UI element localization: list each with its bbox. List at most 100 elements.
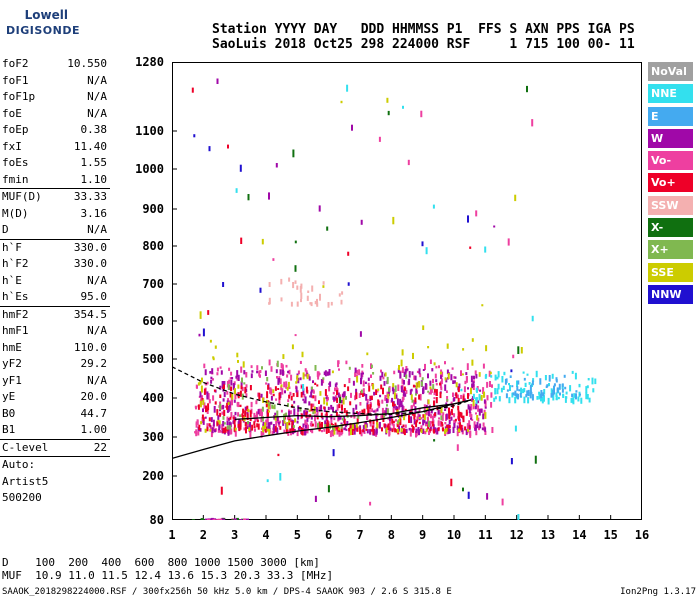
echo-point [342, 398, 345, 405]
echo-point [275, 420, 278, 426]
echo-point [236, 352, 239, 358]
echo-point [422, 428, 424, 434]
echo-point [431, 368, 434, 372]
echo-point [465, 372, 468, 376]
echo-point [477, 400, 480, 404]
legend-item-nnw: NNW [648, 284, 693, 304]
echo-point [209, 425, 212, 430]
echo-point [457, 422, 460, 425]
echo-point [312, 408, 315, 414]
echo-point [276, 410, 279, 417]
echo-point [454, 376, 457, 379]
echo-point [553, 385, 555, 393]
echo-point [330, 430, 333, 436]
echo-point [450, 409, 453, 414]
echo-point [216, 367, 219, 372]
echo-point [291, 426, 294, 430]
echo-point [447, 428, 450, 434]
echo-point [278, 394, 281, 400]
echo-point [244, 406, 247, 411]
echo-point [304, 419, 307, 426]
echo-point [493, 225, 496, 228]
echo-point [447, 373, 450, 379]
echo-point [314, 421, 317, 428]
echo-point [415, 428, 418, 434]
echo-point [362, 429, 365, 433]
echo-point [432, 423, 434, 427]
echo-point [354, 367, 357, 373]
echo-point [501, 376, 504, 383]
echo-point [420, 429, 423, 434]
echo-point [268, 428, 271, 436]
echo-point [305, 412, 308, 418]
echo-point [412, 384, 415, 388]
echo-point [453, 413, 456, 418]
echo-point [256, 370, 259, 374]
echo-point [304, 368, 307, 372]
echo-point [324, 389, 327, 396]
echo-point [245, 426, 247, 434]
echo-point [448, 407, 450, 413]
param-separator [0, 188, 110, 189]
y-tick-label: 400 [142, 391, 164, 405]
echo-point [441, 414, 444, 421]
echo-point [433, 400, 435, 406]
echo-point [405, 390, 408, 394]
param-row: M(D) 3.16 [0, 206, 110, 223]
echo-point [575, 393, 577, 400]
echo-point [286, 415, 289, 420]
param-value: 330.0 [73, 257, 107, 270]
echo-point [467, 215, 469, 223]
echo-point [303, 410, 306, 416]
echo-point [226, 409, 229, 413]
echo-point [264, 370, 267, 376]
echo-point [299, 377, 302, 381]
echo-point [226, 402, 229, 410]
echo-point [337, 392, 340, 398]
echo-point [452, 380, 455, 384]
echo-point [242, 408, 245, 414]
echo-point [289, 392, 292, 395]
echo-point [201, 398, 204, 401]
echo-point [446, 369, 449, 375]
echo-point [268, 410, 270, 413]
echo-point [286, 422, 289, 429]
echo-point [326, 419, 329, 425]
echo-point [440, 375, 442, 379]
echo-point [452, 426, 455, 433]
echo-point [325, 396, 328, 400]
echo-point [222, 421, 225, 427]
echo-point [271, 404, 274, 409]
echo-point [402, 393, 405, 401]
echo-point [444, 428, 447, 435]
echo-point [211, 427, 214, 433]
param-row: foE N/A [0, 106, 110, 123]
echo-point [462, 415, 465, 423]
legend-item-x-minus: X- [648, 218, 693, 238]
echo-point [372, 428, 375, 435]
echo-point [371, 408, 374, 412]
param-value: 22 [93, 440, 107, 454]
echo-point [384, 395, 387, 399]
echo-point [312, 390, 315, 394]
echo-point [527, 397, 530, 404]
echo-point [571, 393, 574, 398]
echo-point [484, 374, 487, 379]
echo-point [572, 397, 575, 405]
distance-row: D 100 200 400 600 800 1000 1500 3000 [km… [2, 556, 320, 569]
echo-point [378, 136, 381, 142]
echo-point [592, 388, 595, 393]
echo-point [346, 84, 349, 92]
echo-point [210, 379, 213, 384]
echo-point [387, 399, 390, 403]
param-separator [0, 305, 110, 307]
echo-point [476, 422, 479, 429]
echo-point [243, 370, 246, 375]
echo-point [423, 417, 426, 423]
echo-point [505, 378, 508, 383]
echo-point [403, 380, 405, 385]
echo-point [350, 428, 352, 435]
echo-point [531, 383, 533, 387]
echo-point [475, 402, 478, 407]
echo-point [531, 394, 534, 401]
